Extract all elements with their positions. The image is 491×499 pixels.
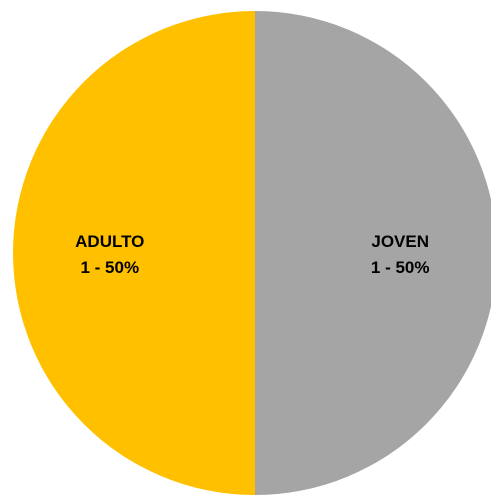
pie-label-name: JOVEN <box>371 232 429 251</box>
pie-label-value: 1 - 50% <box>371 258 430 277</box>
pie-label-joven: JOVEN 1 - 50% <box>371 232 430 277</box>
pie-label-adulto: ADULTO 1 - 50% <box>75 232 144 277</box>
pie-slice-joven <box>255 11 491 495</box>
pie-label-name: ADULTO <box>75 232 144 251</box>
pie-label-value: 1 - 50% <box>81 258 140 277</box>
pie-slice-adulto <box>13 11 255 495</box>
